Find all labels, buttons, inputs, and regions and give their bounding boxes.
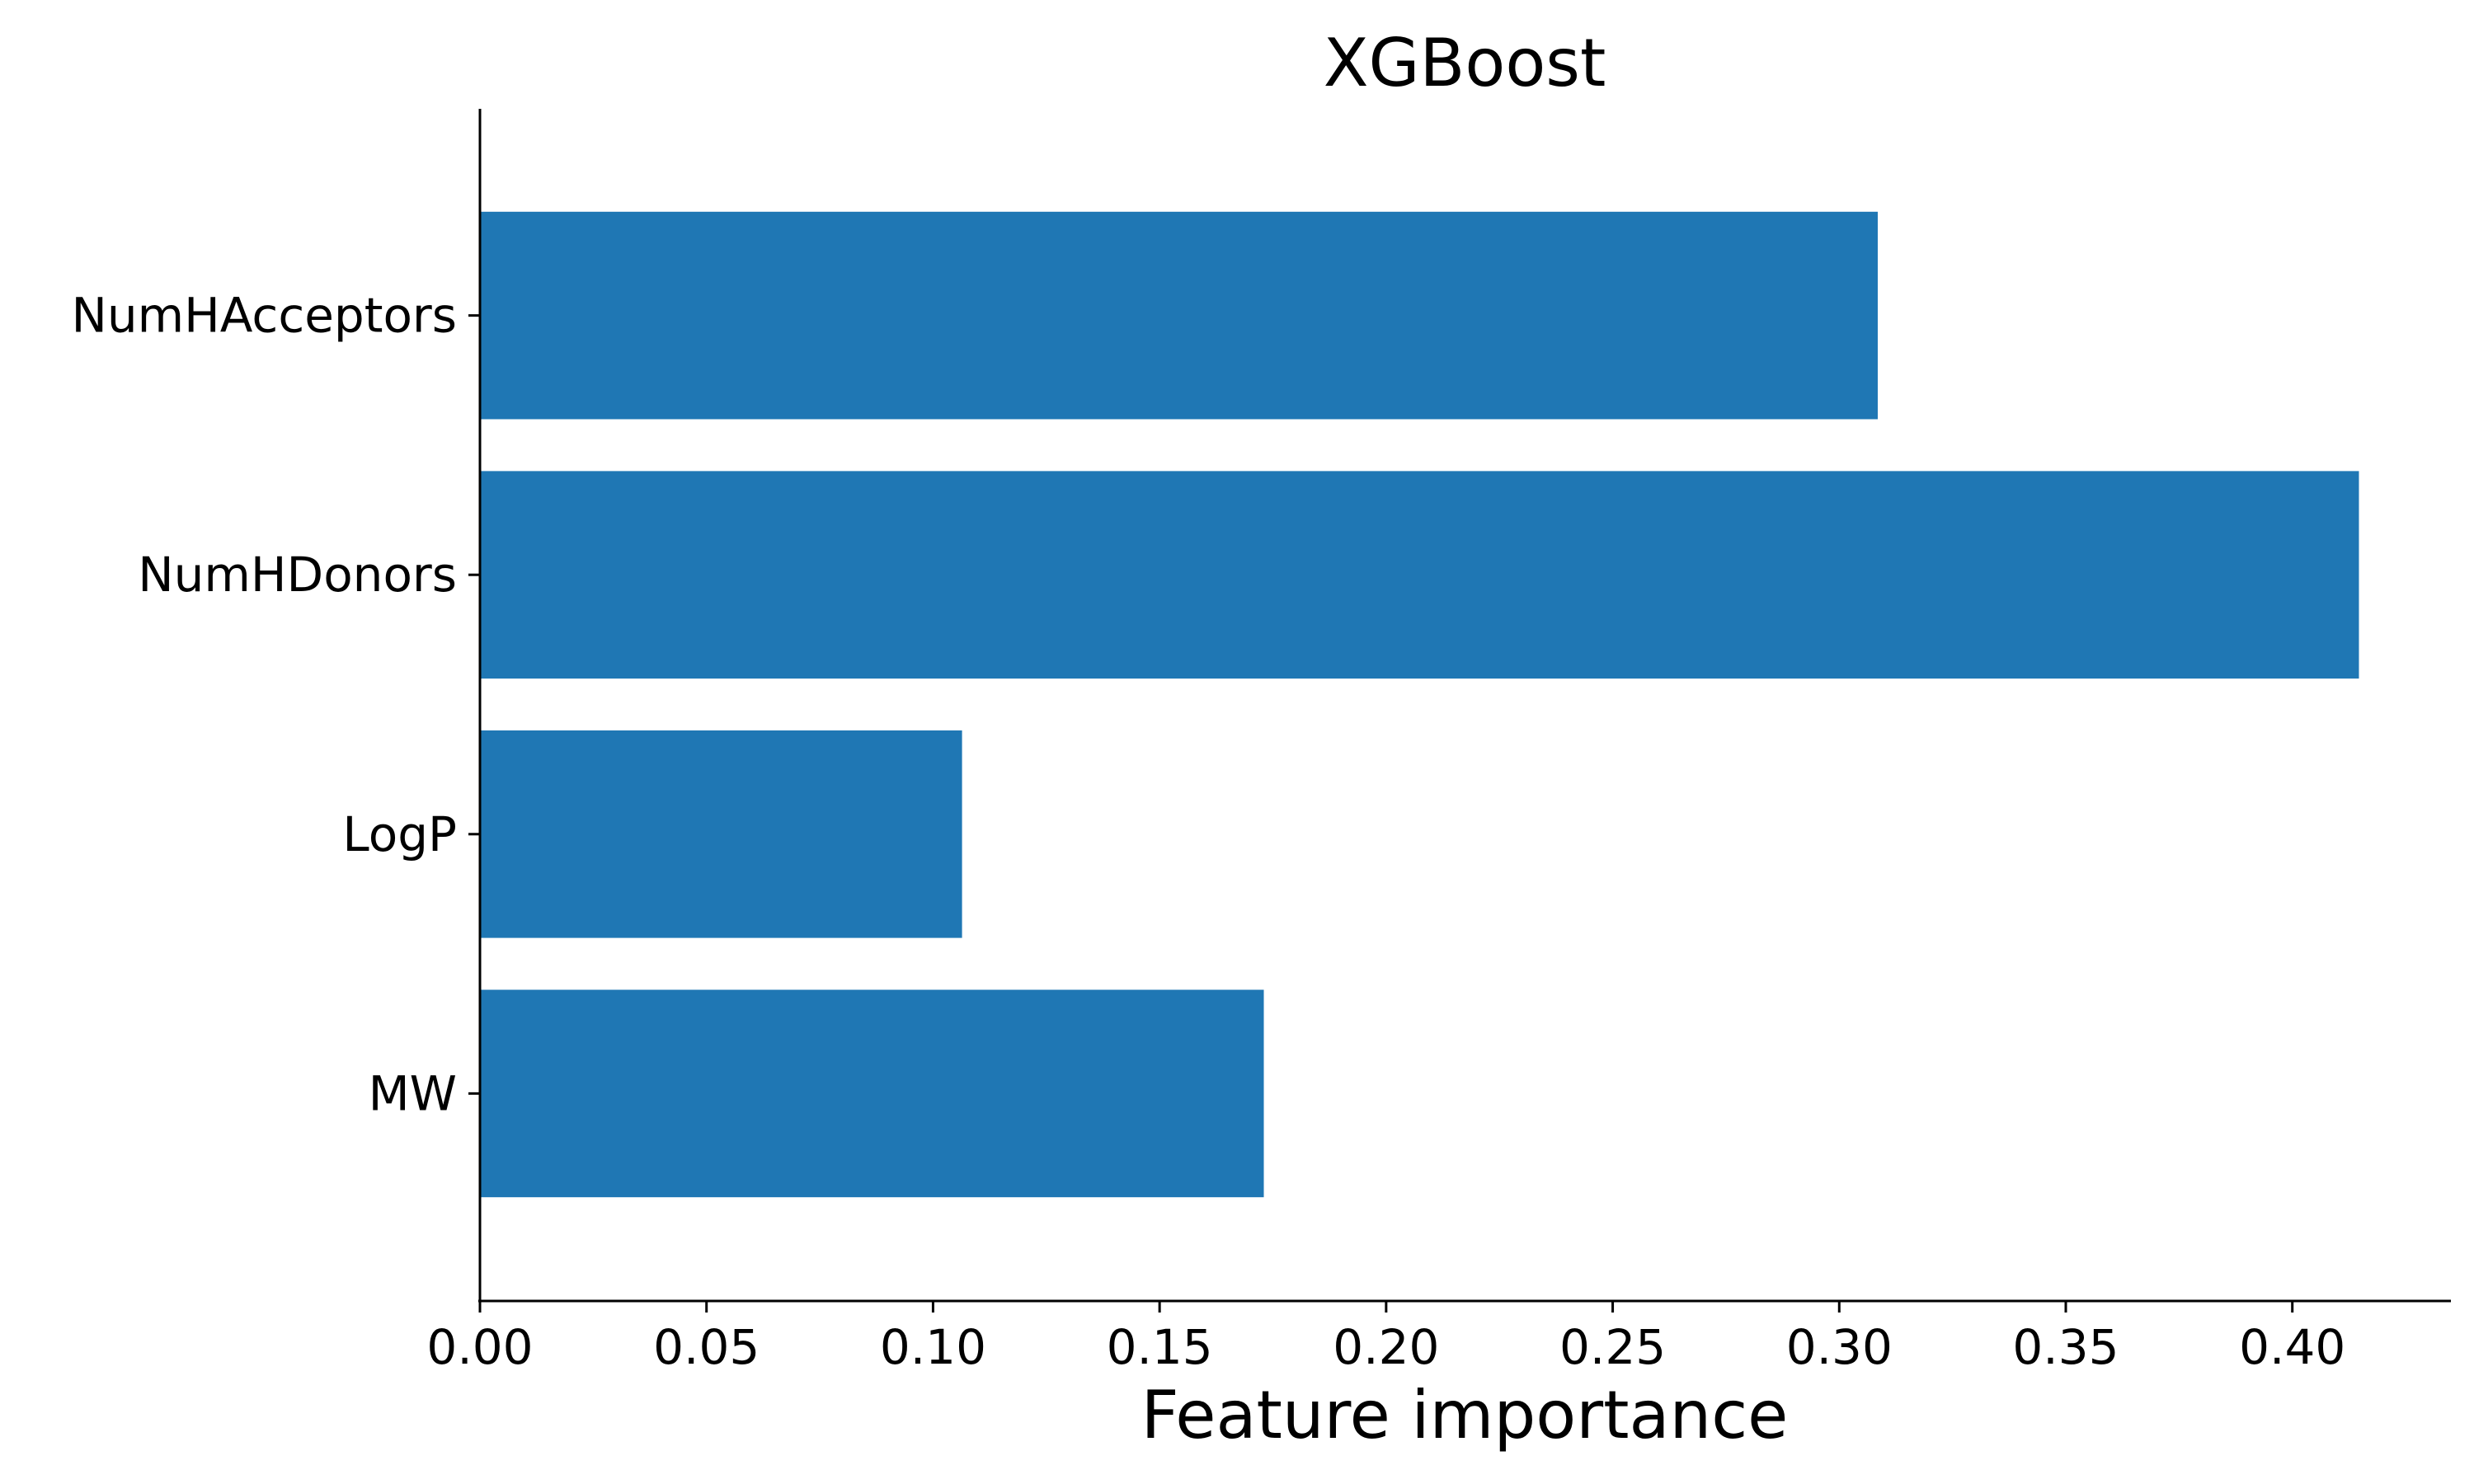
bars-group [480, 211, 2359, 1198]
bar-numhacceptors [480, 211, 1878, 420]
x-tick-label: 0.30 [1786, 1319, 1893, 1375]
x-tick-label: 0.15 [1107, 1319, 1213, 1375]
x-tick-label: 0.10 [880, 1319, 986, 1375]
bar-numhdonors [480, 471, 2359, 679]
y-tick-label-mw: MW [369, 1065, 457, 1121]
y-tick-label-numhacceptors: NumHAcceptors [72, 288, 457, 344]
y-axis-ticks: NumHAcceptors NumHDonors LogP MW [72, 288, 480, 1121]
chart-title: XGBoost [1324, 25, 1606, 101]
bar-logp [480, 730, 962, 938]
x-tick-label: 0.25 [1559, 1319, 1666, 1375]
x-axis-ticks: 0.00 0.05 0.10 0.15 0.20 0.25 0.30 0.35 0.40 [426, 1301, 2345, 1375]
y-tick-label-numhdonors: NumHDonors [138, 547, 457, 603]
x-tick-label: 0.40 [2239, 1319, 2345, 1375]
y-tick-label-logp: LogP [342, 806, 457, 862]
x-tick-label: 0.35 [2012, 1319, 2119, 1375]
x-tick-label: 0.20 [1333, 1319, 1439, 1375]
x-tick-label: 0.00 [426, 1319, 533, 1375]
x-axis-label: Feature importance [1141, 1377, 1789, 1453]
bar-mw [480, 989, 1264, 1198]
x-tick-label: 0.05 [653, 1319, 760, 1375]
